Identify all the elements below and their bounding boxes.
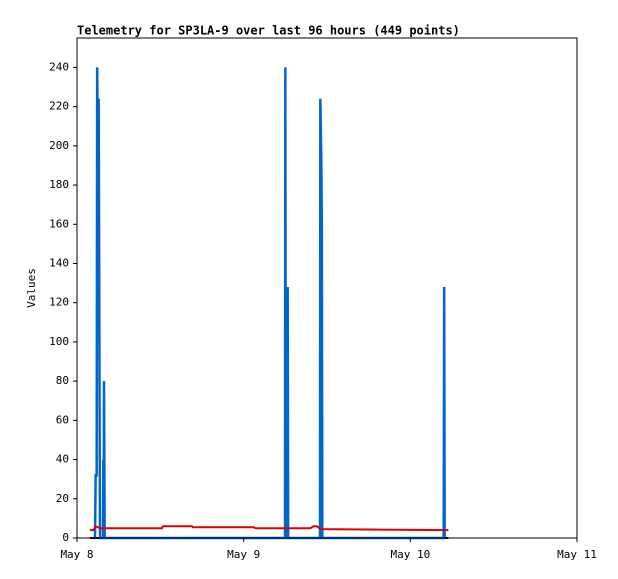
plot-frame	[76, 37, 578, 539]
x-tick-label: May 10	[390, 548, 430, 561]
y-tick-label: 80	[56, 374, 69, 387]
chart-title: Telemetry for SP3LA-9 over last 96 hours…	[77, 24, 460, 38]
y-tick-label: 40	[56, 453, 69, 466]
y-tick-label: 0	[62, 531, 69, 544]
y-tick-label: 200	[49, 139, 69, 152]
y-tick-label: 180	[49, 178, 69, 191]
y-tick-label: 120	[49, 296, 69, 309]
x-tick-label: May 9	[227, 548, 260, 561]
y-tick-label: 20	[56, 492, 69, 505]
x-tick-label: May 11	[557, 548, 597, 561]
y-tick-label: 240	[49, 60, 69, 73]
series-line	[90, 524, 449, 532]
y-tick-label: 140	[49, 256, 69, 269]
y-tick-label: 100	[49, 335, 69, 348]
series-line	[93, 67, 446, 540]
y-tick-label: 160	[49, 217, 69, 230]
y-tick-label: 220	[49, 100, 69, 113]
x-tick-label: May 8	[60, 548, 93, 561]
y-tick-label: 60	[56, 413, 69, 426]
y-axis-label: Values	[25, 268, 38, 308]
